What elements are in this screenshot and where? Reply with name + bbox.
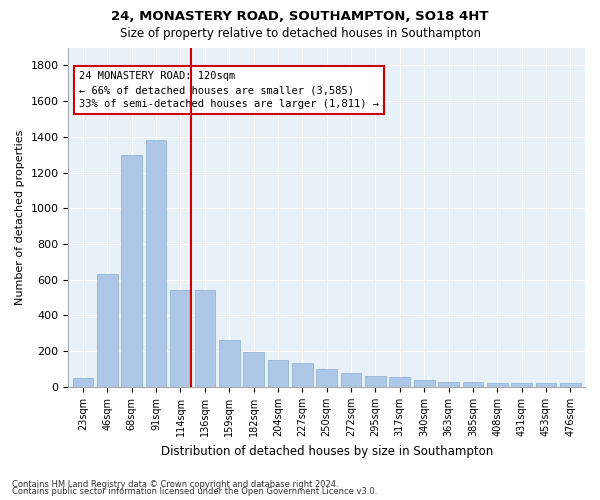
Bar: [487, 384, 508, 387]
Bar: [268, 360, 289, 387]
X-axis label: Distribution of detached houses by size in Southampton: Distribution of detached houses by size …: [161, 444, 493, 458]
Bar: [389, 377, 410, 387]
Bar: [341, 372, 361, 387]
Bar: [365, 376, 386, 387]
Text: Contains HM Land Registry data © Crown copyright and database right 2024.: Contains HM Land Registry data © Crown c…: [12, 480, 338, 489]
Bar: [146, 140, 166, 387]
Bar: [316, 369, 337, 387]
Bar: [292, 363, 313, 387]
Bar: [170, 290, 191, 387]
Bar: [73, 378, 94, 387]
Bar: [536, 384, 556, 387]
Bar: [438, 382, 459, 387]
Text: Contains public sector information licensed under the Open Government Licence v3: Contains public sector information licen…: [12, 487, 377, 496]
Bar: [414, 380, 434, 387]
Bar: [219, 340, 239, 387]
Bar: [463, 382, 483, 387]
Text: 24 MONASTERY ROAD: 120sqm
← 66% of detached houses are smaller (3,585)
33% of se: 24 MONASTERY ROAD: 120sqm ← 66% of detac…: [79, 72, 379, 110]
Y-axis label: Number of detached properties: Number of detached properties: [15, 130, 25, 305]
Bar: [121, 154, 142, 387]
Bar: [243, 352, 264, 387]
Bar: [560, 384, 581, 387]
Bar: [511, 384, 532, 387]
Bar: [97, 274, 118, 387]
Text: Size of property relative to detached houses in Southampton: Size of property relative to detached ho…: [119, 28, 481, 40]
Text: 24, MONASTERY ROAD, SOUTHAMPTON, SO18 4HT: 24, MONASTERY ROAD, SOUTHAMPTON, SO18 4H…: [111, 10, 489, 23]
Bar: [194, 290, 215, 387]
